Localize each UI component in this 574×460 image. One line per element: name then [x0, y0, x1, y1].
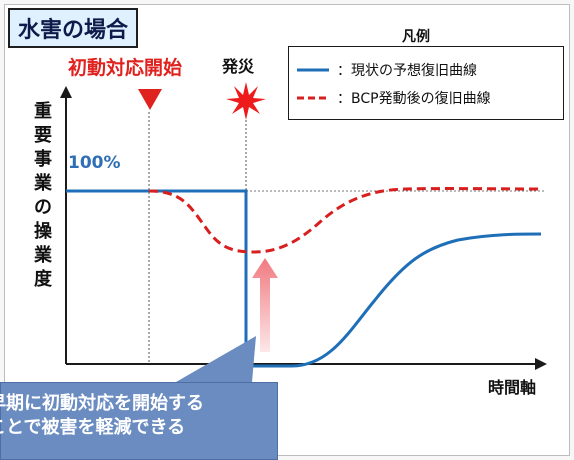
callout-text: 早期に初動対応を開始する ことで被害を軽減できる: [0, 392, 278, 440]
legend-item-current: ：現状の予想復旧曲線: [295, 59, 559, 81]
bcp-recovery-curve: [148, 187, 542, 254]
dashed-line-icon: [297, 96, 329, 100]
y-axis-char: 業: [34, 245, 52, 266]
disaster-burst-icon: [226, 82, 266, 120]
legend-label-bcp: ：BCP発動後の復旧曲線: [337, 91, 491, 107]
callout-line: ことで被害を軽減できる: [0, 417, 186, 438]
y-axis-char: 重: [34, 101, 52, 122]
initial-response-triangle-icon: [138, 89, 162, 110]
y-axis-char: の: [34, 197, 52, 218]
callout-pointer: [176, 336, 256, 382]
y-axis-arrowhead: [60, 86, 72, 98]
legend-item-bcp: ：BCP発動後の復旧曲線: [295, 87, 559, 109]
callout-box: [0, 382, 278, 460]
x-axis-label: 時間軸: [488, 378, 537, 397]
y-axis-label: 重 要 事 業 の 操 業 度: [30, 100, 56, 292]
current-recovery-curve: [66, 189, 542, 368]
y-axis-char: 事: [34, 149, 52, 170]
hundred-percent-label: 100%: [68, 153, 121, 173]
disaster-label: 発災: [222, 57, 255, 76]
legend-title: 凡例: [402, 29, 430, 45]
x-axis-arrowhead: [535, 358, 547, 370]
callout-line: 早期に初動対応を開始する: [0, 393, 204, 414]
y-axis-char: 要: [34, 125, 52, 146]
solid-line-icon: [297, 68, 329, 72]
legend-label-current: ：現状の予想復旧曲線: [337, 63, 477, 79]
improvement-arrow-icon: [252, 258, 278, 352]
initial-response-label: 初動対応開始: [68, 57, 183, 79]
y-axis-char: 操: [34, 221, 52, 242]
diagram-title: 水害の場合: [8, 8, 139, 48]
legend: ：現状の予想復旧曲線 ：BCP発動後の復旧曲線: [288, 46, 564, 120]
y-axis-char: 度: [34, 269, 52, 290]
y-axis-char: 業: [34, 173, 52, 194]
